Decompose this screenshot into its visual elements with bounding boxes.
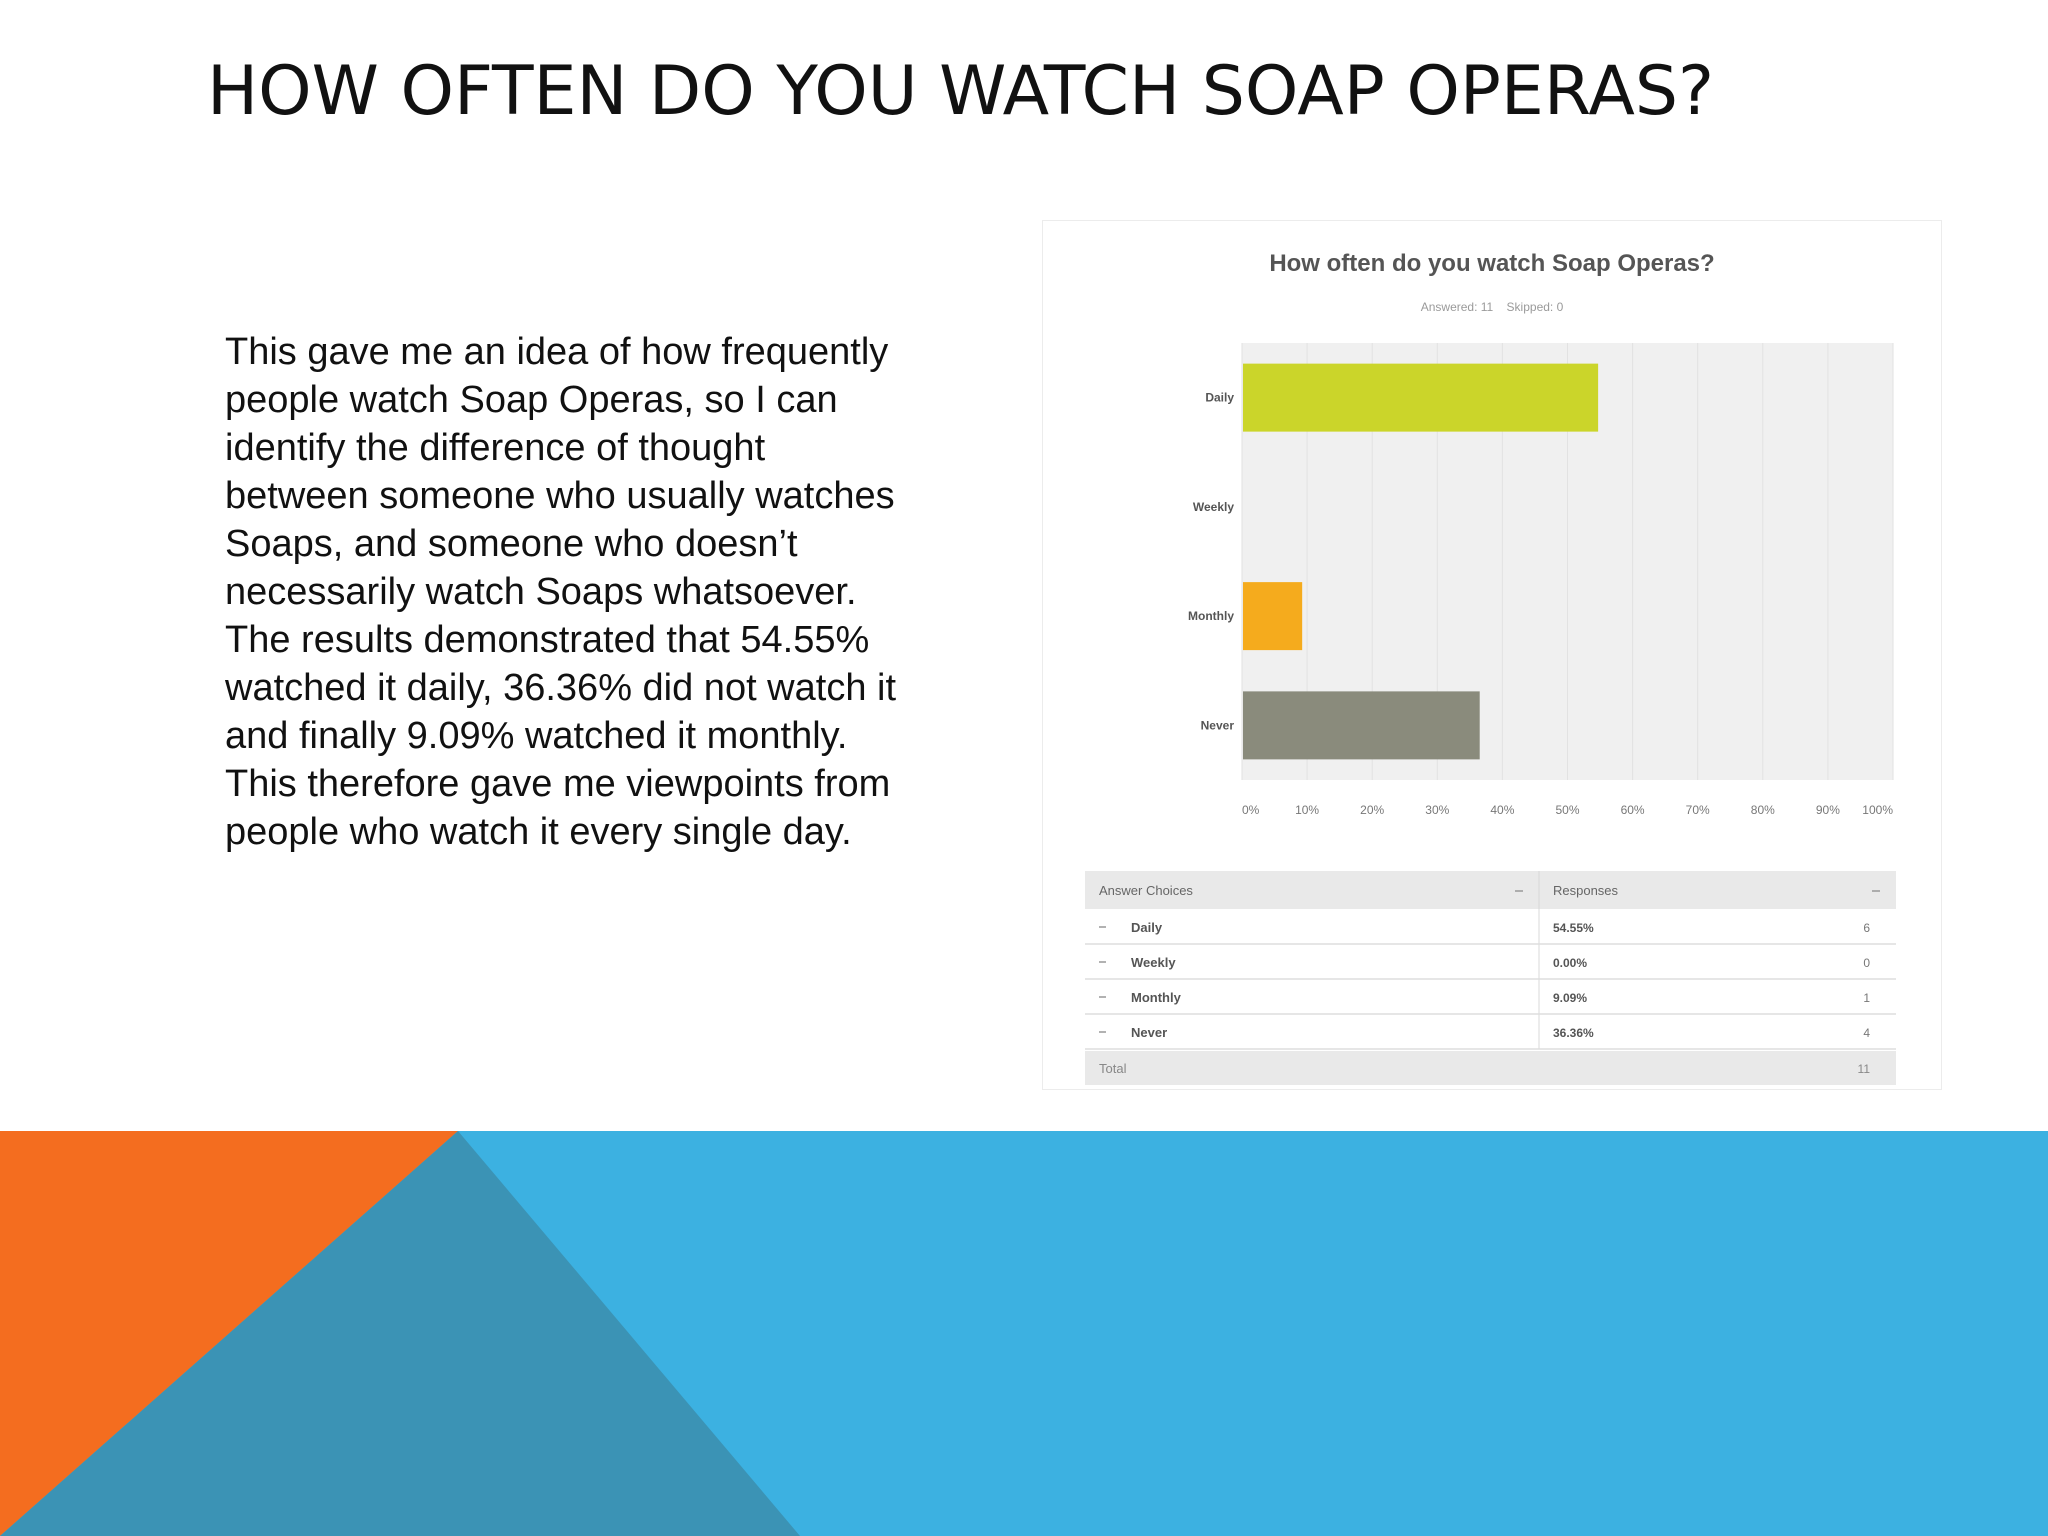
survey-chart-panel: How often do you watch Soap Operas? Answ…: [1042, 220, 1942, 1090]
x-tick-label: 40%: [1490, 803, 1514, 817]
category-labels: Daily Weekly Monthly Never: [1188, 391, 1234, 733]
table-header-choices: Answer Choices: [1099, 883, 1193, 898]
table-total-row: [1085, 1051, 1896, 1085]
table-cell-count: 0: [1863, 956, 1870, 970]
table-cell-percent: 0.00%: [1553, 956, 1587, 970]
table-cell-choice: Daily: [1131, 920, 1163, 935]
table-header: [1085, 871, 1896, 909]
table-cell-choice: Weekly: [1131, 955, 1176, 970]
table-cell-percent: 9.09%: [1553, 991, 1587, 1005]
table-cell-percent: 36.36%: [1553, 1026, 1594, 1040]
x-tick-label: 20%: [1360, 803, 1384, 817]
x-tick-label: 80%: [1751, 803, 1775, 817]
category-label: Weekly: [1193, 500, 1234, 514]
x-tick-label: 100%: [1862, 803, 1893, 817]
x-tick-label: 0%: [1242, 803, 1260, 817]
decorative-background: [0, 1131, 2048, 1536]
table-cell-count: 4: [1863, 1026, 1870, 1040]
bars: [1243, 363, 1599, 760]
table-cell-choice: Never: [1131, 1025, 1167, 1040]
body-text: This gave me an idea of how frequently p…: [225, 331, 897, 853]
x-tick-labels: 0% 10% 20% 30% 40% 50% 60% 70% 80% 90% 100%: [1242, 803, 1893, 817]
chart-subtitle: Answered: 11 Skipped: 0: [1421, 300, 1564, 314]
table-header-responses: Responses: [1553, 883, 1619, 898]
bar-monthly: [1243, 582, 1303, 651]
table-total-value: 11: [1858, 1062, 1871, 1076]
slate-triangle: [0, 1131, 800, 1536]
bar-daily: [1243, 363, 1599, 432]
table-total-label: Total: [1099, 1061, 1127, 1076]
category-label: Daily: [1205, 391, 1234, 405]
response-table: Answer Choices Responses Daily 54.55% 6 Weekl…: [1085, 871, 1896, 1085]
category-label: Monthly: [1188, 609, 1234, 623]
x-tick-label: 10%: [1295, 803, 1319, 817]
category-label: Never: [1201, 718, 1235, 732]
slide-title: HOW OFTEN DO YOU WATCH SOAP OPERAS?: [207, 52, 1715, 131]
chart-title: How often do you watch Soap Operas?: [1269, 250, 1714, 277]
table-cell-count: 6: [1863, 921, 1870, 935]
table-cell-count: 1: [1863, 991, 1870, 1005]
bar-never: [1243, 691, 1480, 760]
x-tick-label: 50%: [1555, 803, 1579, 817]
table-cell-percent: 54.55%: [1553, 921, 1594, 935]
x-tick-label: 30%: [1425, 803, 1449, 817]
x-tick-label: 70%: [1686, 803, 1710, 817]
survey-chart: How often do you watch Soap Operas? Answ…: [1085, 250, 1896, 1085]
table-cell-choice: Monthly: [1131, 990, 1182, 1005]
x-tick-label: 90%: [1816, 803, 1840, 817]
x-tick-label: 60%: [1621, 803, 1645, 817]
